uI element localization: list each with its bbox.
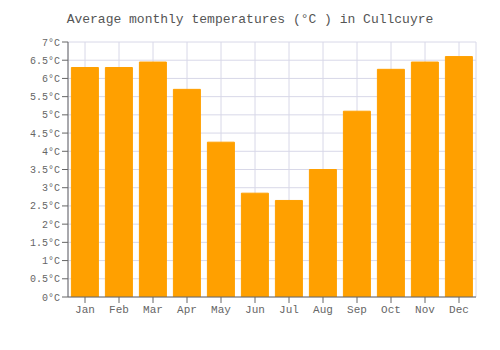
- svg-text:1.5°C: 1.5°C: [30, 238, 60, 249]
- svg-text:Jan: Jan: [75, 304, 95, 316]
- svg-text:Apr: Apr: [177, 304, 197, 316]
- svg-text:Nov: Nov: [415, 304, 435, 316]
- svg-text:2°C: 2°C: [42, 220, 60, 231]
- svg-text:4°C: 4°C: [42, 147, 60, 158]
- html-text:Average monthly temperatures (: Average monthly temperatures (°C ) in Cu…: [66, 12, 434, 27]
- svg-text:Oct: Oct: [381, 304, 401, 316]
- svg-text:3°C: 3°C: [42, 183, 60, 194]
- svg-text:Mar: Mar: [143, 304, 163, 316]
- svg-text:1°C: 1°C: [42, 256, 60, 267]
- svg-text:6.5°C: 6.5°C: [30, 56, 60, 67]
- svg-text:Jul: Jul: [279, 304, 299, 316]
- svg-text:7°C: 7°C: [42, 38, 60, 49]
- svg-text:5.5°C: 5.5°C: [30, 92, 60, 103]
- svg-text:4.5°C: 4.5°C: [30, 129, 60, 140]
- svg-text:Aug: Aug: [313, 304, 333, 316]
- svg-text:0°C: 0°C: [42, 293, 60, 304]
- svg-text:Feb: Feb: [109, 304, 129, 316]
- svg-text:May: May: [211, 304, 231, 316]
- svg-text:6°C: 6°C: [42, 74, 60, 85]
- svg-text:5°C: 5°C: [42, 110, 60, 121]
- svg-text:0.5°C: 0.5°C: [30, 274, 60, 285]
- svg-text:3.5°C: 3.5°C: [30, 165, 60, 176]
- svg-text:Dec: Dec: [449, 304, 469, 316]
- svg-text:Sep: Sep: [347, 304, 367, 316]
- svg-text:Jun: Jun: [245, 304, 265, 316]
- svg-text:2.5°C: 2.5°C: [30, 201, 60, 212]
